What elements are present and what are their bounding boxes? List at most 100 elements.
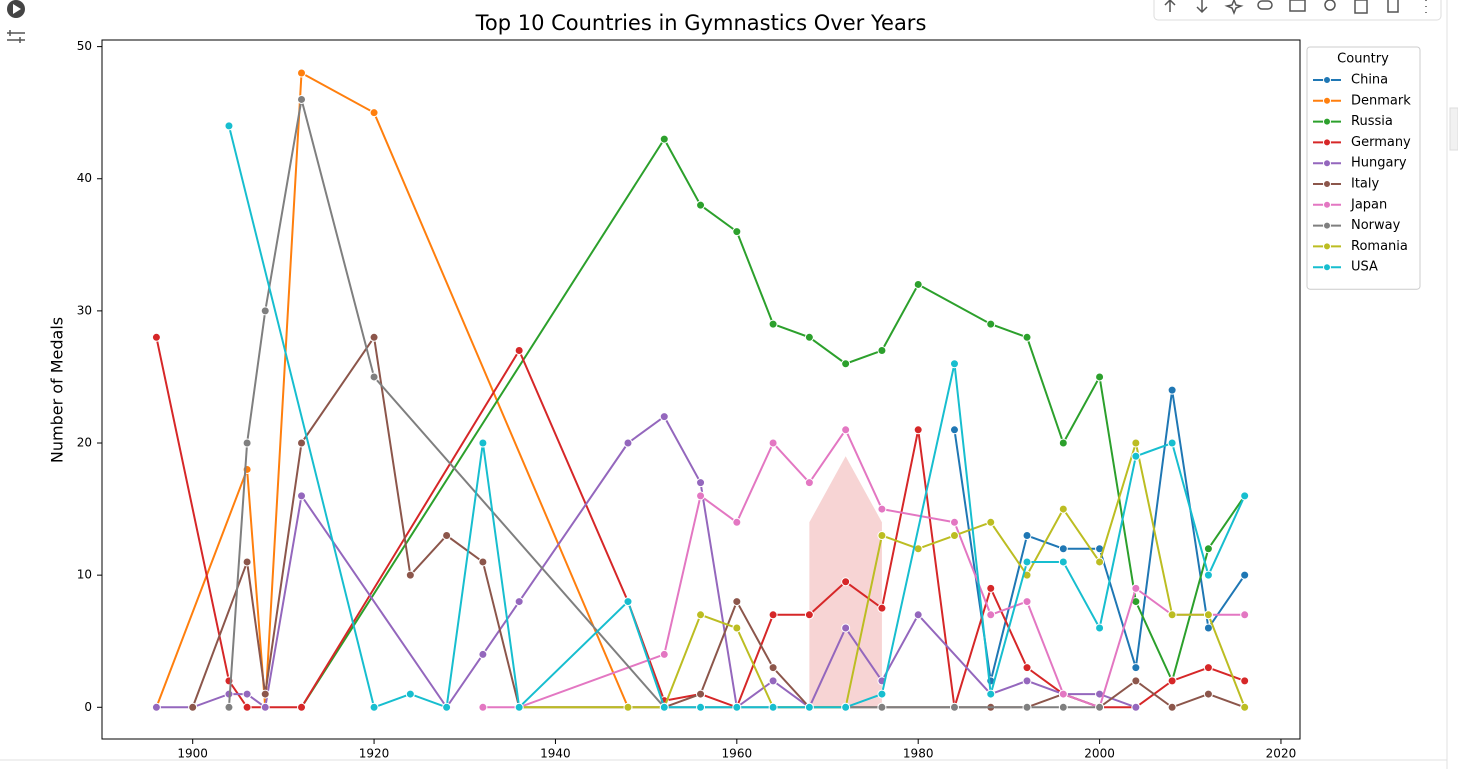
- data-point: [1058, 504, 1068, 514]
- data-point: [841, 425, 851, 435]
- series-line: [953, 390, 1246, 682]
- data-point: [1022, 557, 1032, 567]
- data-point: [949, 359, 959, 369]
- data-point: [260, 306, 270, 316]
- data-point: [986, 689, 996, 699]
- data-point: [1203, 663, 1213, 673]
- data-point: [1240, 491, 1250, 501]
- data-point: [877, 346, 887, 356]
- data-point: [1095, 372, 1105, 382]
- data-point: [1058, 544, 1068, 554]
- series-line: [300, 137, 1246, 708]
- data-point: [1022, 531, 1032, 541]
- data-point: [369, 332, 379, 342]
- data-point: [659, 134, 669, 144]
- data-point: [804, 610, 814, 620]
- data-point: [877, 603, 887, 613]
- y-axis-label: Number of Medals: [48, 317, 67, 463]
- data-point: [514, 597, 524, 607]
- data-point: [623, 438, 633, 448]
- legend-label: Italy: [1351, 177, 1380, 192]
- data-point: [369, 372, 379, 382]
- data-point: [732, 702, 742, 712]
- data-point: [768, 702, 778, 712]
- data-point: [877, 702, 887, 712]
- y-tick-label: 20: [77, 436, 92, 450]
- y-tick-label: 0: [84, 700, 92, 714]
- legend-label: Romania: [1351, 239, 1408, 254]
- data-point: [659, 702, 669, 712]
- data-point: [841, 702, 851, 712]
- data-point: [478, 702, 488, 712]
- data-point: [768, 676, 778, 686]
- plot-frame: [101, 39, 1301, 740]
- data-point: [696, 491, 706, 501]
- data-point: [478, 438, 488, 448]
- legend-marker: [1323, 76, 1331, 84]
- data-point: [1022, 597, 1032, 607]
- data-point: [1167, 702, 1177, 712]
- legend-box: [1306, 46, 1421, 290]
- data-point: [696, 702, 706, 712]
- data-point: [188, 702, 198, 712]
- run-icon: [13, 4, 21, 14]
- data-point: [224, 121, 234, 131]
- data-point: [949, 425, 959, 435]
- data-point: [1095, 557, 1105, 567]
- data-point: [405, 689, 415, 699]
- data-point: [514, 702, 524, 712]
- legend-label: USA: [1351, 260, 1378, 275]
- x-tick-label: 2000: [1084, 747, 1115, 761]
- data-point: [804, 332, 814, 342]
- legend-title: Country: [1337, 52, 1389, 67]
- data-point: [1167, 676, 1177, 686]
- data-point: [514, 346, 524, 356]
- data-point: [369, 702, 379, 712]
- legend-marker: [1323, 200, 1331, 209]
- data-point: [1131, 438, 1141, 448]
- data-point: [696, 610, 706, 620]
- data-point: [1131, 702, 1141, 712]
- data-point: [297, 491, 307, 501]
- series-line: [155, 71, 629, 708]
- data-point: [1058, 689, 1068, 699]
- data-point: [242, 689, 252, 699]
- legend-label: Germany: [1351, 135, 1411, 150]
- cell-options[interactable]: [7, 30, 25, 43]
- data-point: [877, 504, 887, 514]
- legend-marker: [1323, 180, 1331, 188]
- data-point: [768, 319, 778, 329]
- data-point: [986, 583, 996, 593]
- data-point: [297, 68, 307, 78]
- chart-title: Top 10 Countries in Gymnastics Over Year…: [475, 11, 927, 35]
- legend-label: Hungary: [1351, 156, 1407, 171]
- data-point: [260, 689, 270, 699]
- series-line: [191, 334, 1246, 709]
- x-tick-label: 1960: [722, 747, 753, 761]
- data-point: [841, 577, 851, 587]
- toolbar-icons[interactable]: [1164, 0, 1427, 16]
- data-point: [242, 557, 252, 567]
- data-point: [442, 702, 452, 712]
- data-point: [405, 570, 415, 580]
- data-point: [804, 478, 814, 488]
- data-point: [151, 702, 161, 712]
- data-point: [1203, 689, 1213, 699]
- data-point: [1058, 438, 1068, 448]
- data-point: [768, 610, 778, 620]
- data-point: [913, 425, 923, 435]
- data-point: [1131, 451, 1141, 461]
- legend-label: Japan: [1350, 197, 1387, 212]
- data-point: [242, 438, 252, 448]
- data-point: [1167, 438, 1177, 448]
- data-point: [478, 557, 488, 567]
- data-point: [1022, 702, 1032, 712]
- series-line: [482, 427, 1245, 709]
- legend-marker: [1323, 242, 1331, 251]
- y-tick-label: 30: [77, 303, 92, 317]
- legend-marker: [1323, 117, 1331, 126]
- data-point: [478, 649, 488, 659]
- data-point: [1240, 676, 1250, 686]
- scrollbar-thumb[interactable]: [1449, 107, 1458, 151]
